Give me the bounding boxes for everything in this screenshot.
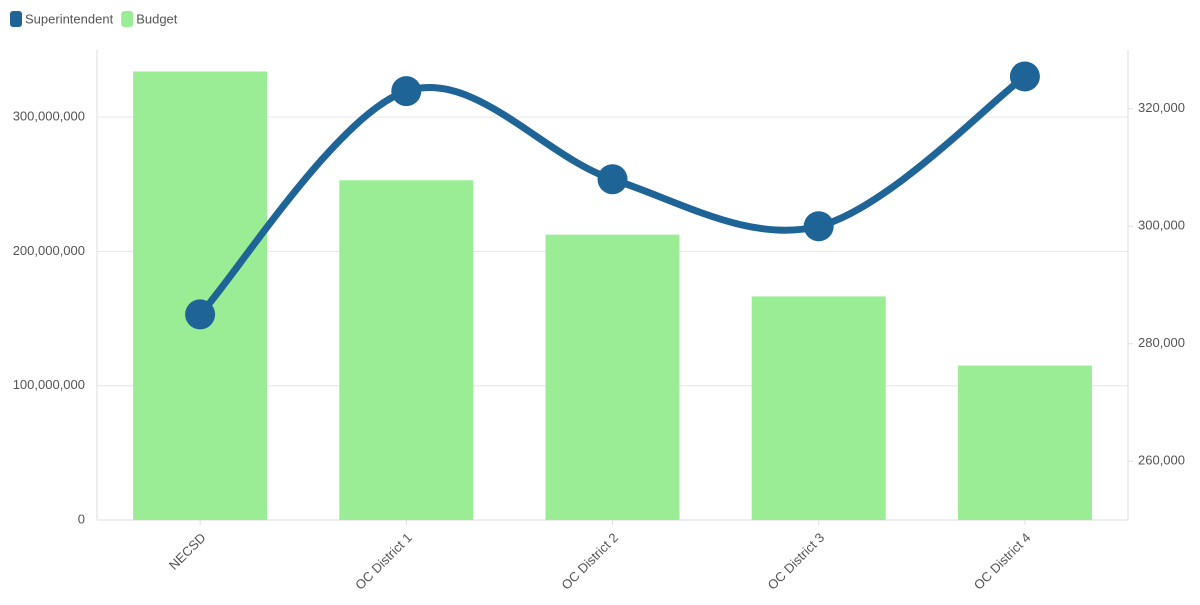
x-tick-label: OC District 4 [971, 530, 1034, 593]
legend-label: Budget [136, 11, 178, 26]
x-tick-label: OC District 3 [765, 530, 828, 593]
line-point [597, 164, 628, 195]
y2-tick-label: 320,000 [1138, 100, 1185, 115]
y2-tick-label: 300,000 [1138, 218, 1185, 233]
y2-tick-label: 260,000 [1138, 453, 1185, 468]
legend-label: Superintendent [25, 11, 114, 26]
legend-swatch [10, 11, 22, 27]
bar [339, 180, 474, 520]
line-point [803, 211, 834, 242]
x-tick-label: OC District 2 [558, 530, 621, 593]
y2-tick-label: 280,000 [1138, 335, 1185, 350]
line-point [185, 299, 216, 330]
legend-swatch [121, 11, 134, 27]
bar [957, 365, 1092, 520]
y-tick-label: 100,000,000 [13, 377, 85, 392]
x-tick-label: NECSD [166, 530, 209, 573]
line-point [1009, 61, 1040, 92]
x-tick-label: OC District 1 [352, 530, 415, 593]
bar [751, 296, 886, 520]
y-tick-label: 200,000,000 [13, 243, 85, 258]
y-tick-label: 300,000,000 [13, 109, 85, 124]
bar [133, 71, 268, 520]
y-tick-label: 0 [78, 511, 85, 526]
bar [545, 234, 680, 520]
line-point [391, 76, 422, 107]
